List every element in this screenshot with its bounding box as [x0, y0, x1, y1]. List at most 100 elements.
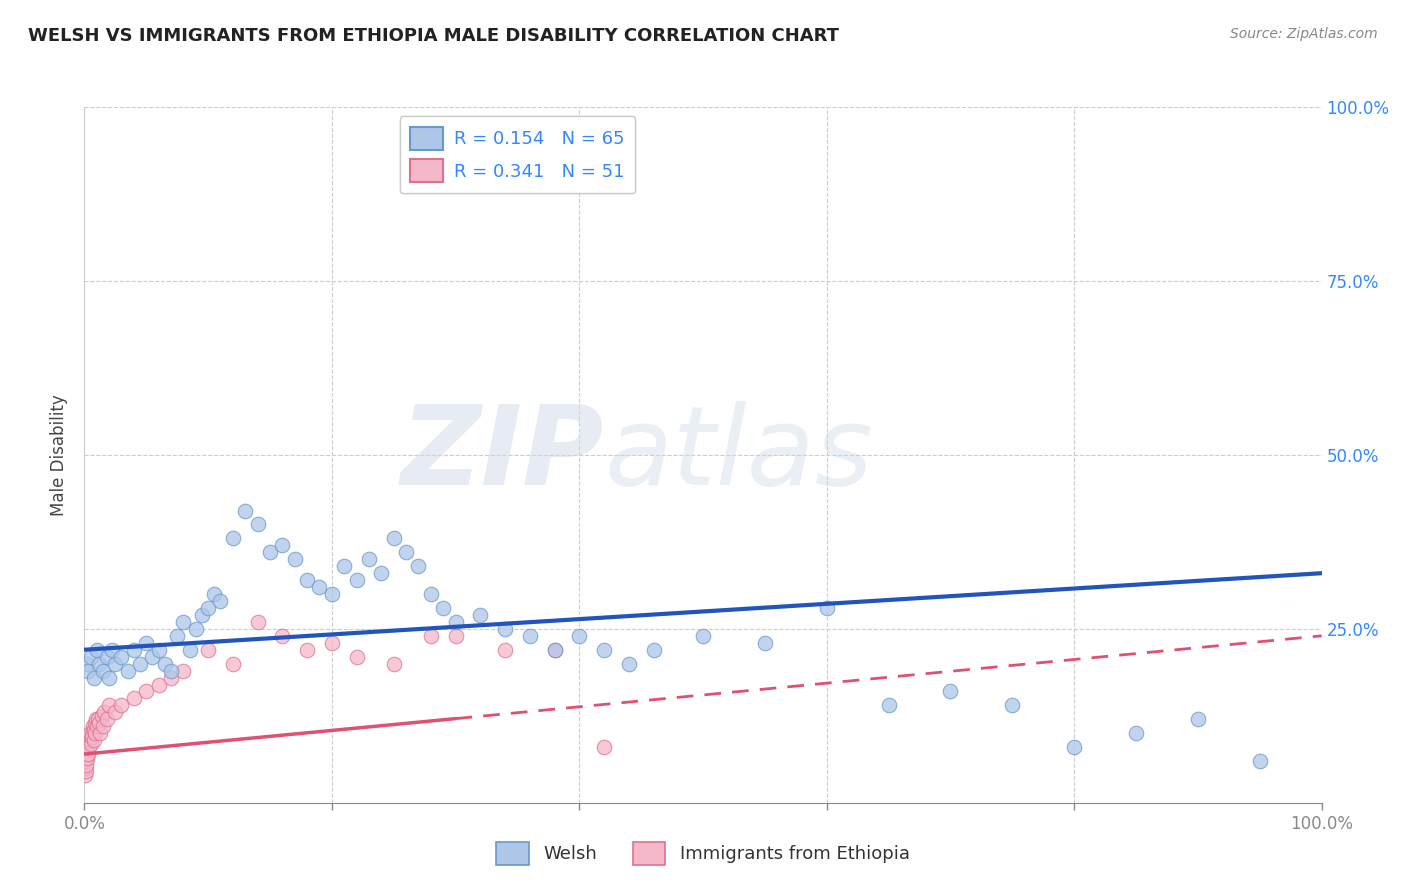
Point: [321, 587, 343, 601]
Point: [79, 649, 101, 664]
Point: [77, 664, 100, 678]
Point: [543, 642, 565, 657]
Point: [382, 657, 405, 671]
Point: [209, 594, 232, 608]
Legend: Welsh, Immigrants from Ethiopia: Welsh, Immigrants from Ethiopia: [486, 833, 920, 874]
Point: [357, 552, 380, 566]
Point: [271, 629, 294, 643]
Point: [98, 671, 121, 685]
Point: [295, 573, 318, 587]
Point: [104, 657, 127, 671]
Point: [692, 629, 714, 643]
Point: [117, 664, 139, 678]
Point: [91, 664, 114, 678]
Point: [370, 566, 392, 581]
Point: [79, 726, 101, 740]
Point: [1249, 754, 1271, 768]
Point: [122, 691, 145, 706]
Point: [172, 615, 194, 629]
Point: [141, 649, 163, 664]
Point: [98, 698, 121, 713]
Point: [104, 706, 127, 720]
Point: [617, 657, 640, 671]
Point: [593, 740, 616, 755]
Point: [83, 733, 105, 747]
Point: [148, 677, 170, 691]
Point: [83, 715, 105, 730]
Point: [77, 747, 100, 761]
Point: [395, 545, 418, 559]
Point: [222, 657, 245, 671]
Point: [643, 642, 665, 657]
Point: [76, 657, 98, 671]
Point: [593, 642, 616, 657]
Point: [1125, 726, 1147, 740]
Point: [246, 615, 269, 629]
Point: [470, 607, 492, 622]
Point: [75, 757, 97, 772]
Point: [90, 708, 112, 723]
Point: [160, 671, 183, 685]
Point: [233, 503, 256, 517]
Point: [284, 552, 307, 566]
Point: [222, 532, 245, 546]
Point: [148, 642, 170, 657]
Point: [197, 601, 219, 615]
Point: [76, 740, 98, 755]
Point: [271, 538, 294, 552]
Point: [96, 649, 118, 664]
Point: [419, 587, 441, 601]
Point: [172, 664, 194, 678]
Point: [754, 636, 776, 650]
Point: [77, 733, 100, 747]
Point: [815, 601, 838, 615]
Point: [75, 754, 97, 768]
Point: [75, 764, 97, 779]
Point: [444, 615, 467, 629]
Point: [202, 587, 225, 601]
Point: [419, 629, 441, 643]
Point: [75, 761, 97, 775]
Point: [83, 671, 105, 685]
Point: [346, 649, 368, 664]
Point: [568, 629, 591, 643]
Point: [519, 629, 541, 643]
Point: [135, 636, 157, 650]
Point: [184, 622, 207, 636]
Point: [96, 712, 118, 726]
Point: [877, 698, 900, 713]
Point: [408, 559, 430, 574]
Point: [93, 706, 115, 720]
Point: [543, 642, 565, 657]
Point: [166, 629, 188, 643]
Point: [84, 712, 107, 726]
Point: [89, 657, 111, 671]
Point: [86, 719, 108, 733]
Point: [129, 657, 152, 671]
Point: [89, 726, 111, 740]
Point: [346, 573, 368, 587]
Point: [76, 747, 98, 761]
Point: [84, 726, 107, 740]
Point: [939, 684, 962, 698]
Point: [110, 649, 132, 664]
Point: [100, 642, 122, 657]
Point: [295, 642, 318, 657]
Point: [494, 622, 516, 636]
Point: [110, 698, 132, 713]
Point: [80, 726, 103, 740]
Point: [444, 629, 467, 643]
Point: [333, 559, 356, 574]
Point: [79, 740, 101, 755]
Point: [197, 642, 219, 657]
Point: [1187, 712, 1209, 726]
Point: [87, 712, 110, 726]
Point: [382, 532, 405, 546]
Point: [82, 719, 104, 733]
Point: [259, 545, 281, 559]
Point: [76, 750, 98, 764]
Point: [80, 737, 103, 751]
Point: [191, 607, 214, 622]
Point: [79, 733, 101, 747]
Point: [89, 715, 111, 730]
